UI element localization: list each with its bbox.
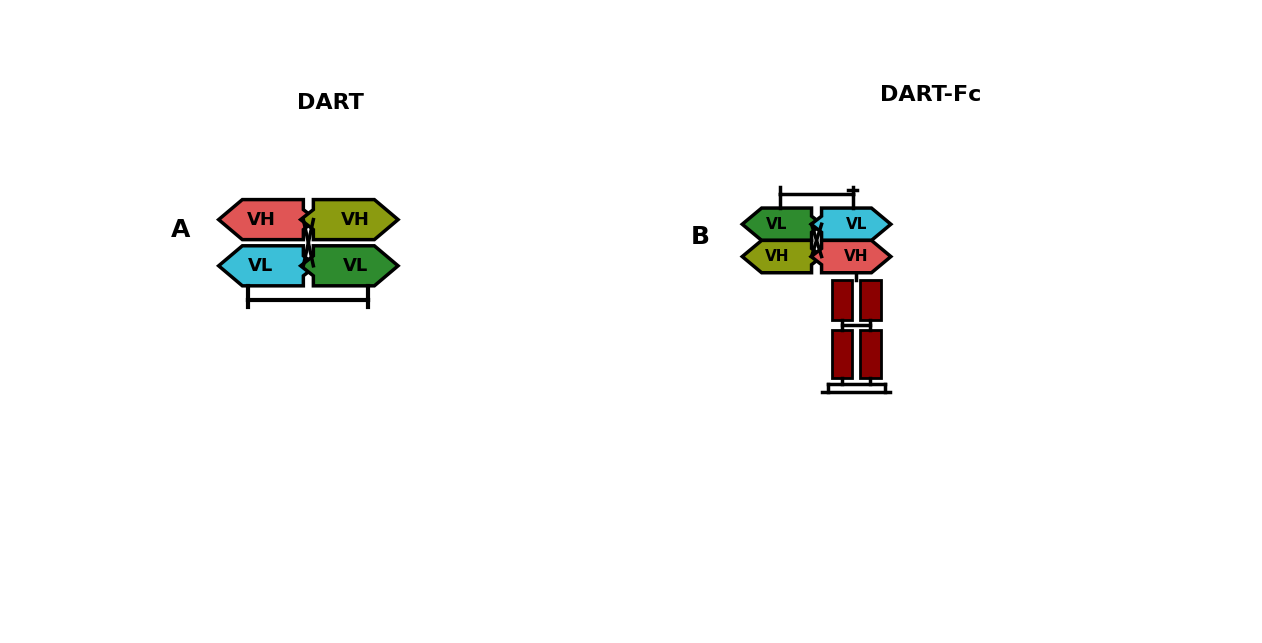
Polygon shape	[218, 199, 316, 240]
Text: VL: VL	[249, 257, 274, 275]
Text: VH: VH	[341, 211, 370, 229]
Bar	[832, 331, 852, 378]
Text: A: A	[170, 217, 189, 242]
Text: VH: VH	[246, 211, 275, 229]
Text: B: B	[690, 225, 709, 249]
Polygon shape	[742, 208, 822, 240]
Text: VL: VL	[766, 217, 787, 231]
Text: VL: VL	[343, 257, 369, 275]
Polygon shape	[300, 246, 398, 286]
Text: VL: VL	[846, 217, 867, 231]
Polygon shape	[811, 208, 891, 240]
Polygon shape	[742, 240, 822, 273]
Text: VH: VH	[765, 249, 789, 264]
Text: DART: DART	[297, 93, 363, 113]
Text: VH: VH	[844, 249, 868, 264]
Polygon shape	[300, 199, 398, 240]
Bar	[832, 280, 852, 320]
Bar	[861, 331, 881, 378]
Polygon shape	[811, 240, 891, 273]
Text: DART-Fc: DART-Fc	[880, 85, 982, 105]
Polygon shape	[218, 246, 316, 286]
Bar	[861, 280, 881, 320]
